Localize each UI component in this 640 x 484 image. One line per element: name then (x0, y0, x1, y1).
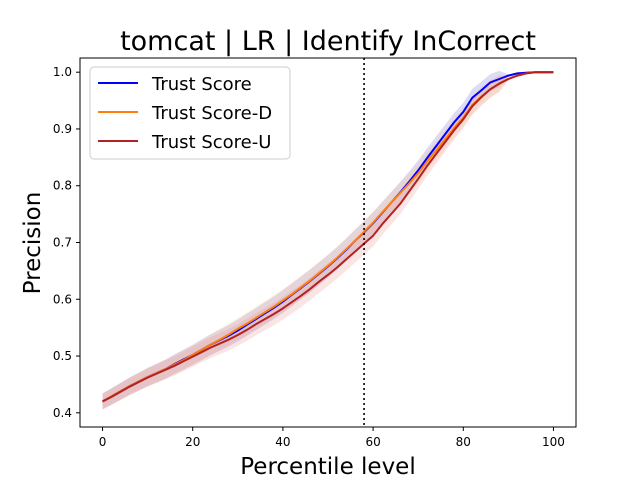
x-tick-label: 0 (99, 435, 107, 449)
y-tick-label: 1.0 (53, 65, 72, 79)
x-tick-label: 100 (542, 435, 565, 449)
y-tick-label: 0.4 (53, 406, 72, 420)
confidence-band-trust-score-u (102, 71, 554, 410)
x-tick-label: 60 (365, 435, 380, 449)
confidence-band-trust-score-d (102, 71, 554, 410)
legend-label-trust-score-d: Trust Score-D (151, 103, 272, 124)
y-tick-label: 0.6 (53, 292, 72, 306)
series-lines (102, 71, 554, 403)
y-tick-label: 0.5 (53, 349, 72, 363)
legend-frame (89, 66, 291, 160)
chart-legend: Trust Score Trust Score-D Trust Score-U (89, 66, 291, 160)
chart-title: tomcat | LR | Identify InCorrect (120, 26, 536, 57)
y-tick-label: 0.9 (53, 122, 72, 136)
confidence-bands (102, 70, 554, 410)
x-axis-label: Percentile level (240, 454, 415, 480)
legend-label-trust-score: Trust Score (151, 74, 252, 95)
y-axis-ticks: 0.4 0.5 0.6 0.7 0.8 0.9 1.0 (53, 65, 80, 420)
x-axis-ticks: 0 20 40 60 80 100 (99, 427, 565, 449)
confidence-band-trust-score (102, 70, 554, 410)
x-tick-label: 20 (185, 435, 200, 449)
legend-label-trust-score-u: Trust Score-U (151, 132, 271, 153)
x-tick-label: 80 (456, 435, 471, 449)
series-line-trust-score-u (102, 71, 554, 403)
x-tick-label: 40 (275, 435, 290, 449)
legend-entries: Trust Score Trust Score-D Trust Score-U (98, 74, 272, 153)
y-tick-label: 0.7 (53, 236, 72, 250)
y-axis-label: Precision (20, 192, 46, 295)
y-tick-label: 0.8 (53, 179, 72, 193)
